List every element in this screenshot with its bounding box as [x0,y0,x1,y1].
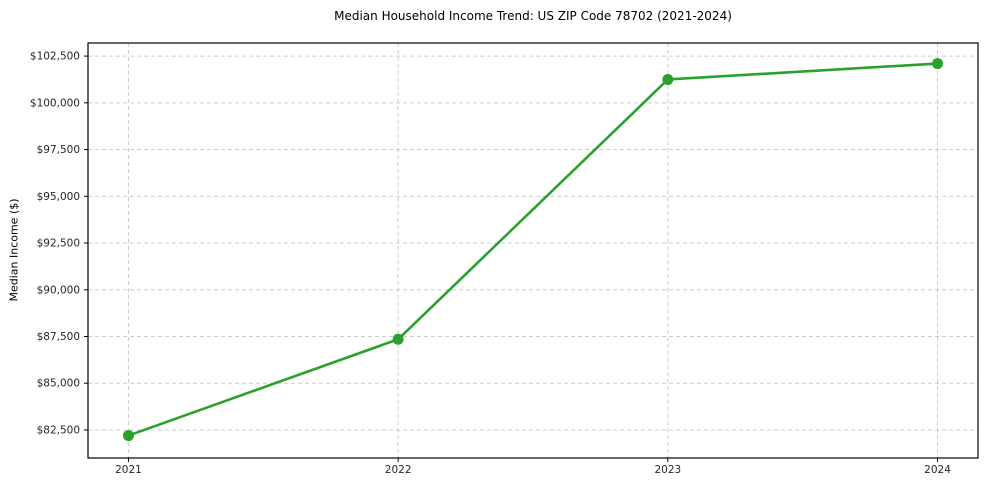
x-tick-label: 2023 [654,464,681,476]
y-tick-label: $85,000 [37,378,80,390]
x-tick-label: 2021 [115,464,142,476]
y-tick-label: $90,000 [37,284,80,296]
x-tick-label: 2024 [924,464,951,476]
data-point-2021 [122,430,134,442]
data-point-2022 [392,333,404,345]
y-tick-label: $87,500 [37,331,80,343]
y-tick-label: $102,500 [30,51,80,63]
y-tick-label: $97,500 [37,144,80,156]
chart-title: Median Household Income Trend: US ZIP Co… [334,9,732,23]
plot-border [87,42,979,459]
y-tick-label: $92,500 [37,238,80,250]
x-tick-label: 2022 [385,464,412,476]
data-point-2024 [932,58,944,70]
trend-line [127,62,939,437]
y-tick-label: $100,000 [30,97,80,109]
y-tick-label: $95,000 [37,191,80,203]
data-point-2023 [662,73,674,85]
y-tick-label: $82,500 [37,424,80,436]
